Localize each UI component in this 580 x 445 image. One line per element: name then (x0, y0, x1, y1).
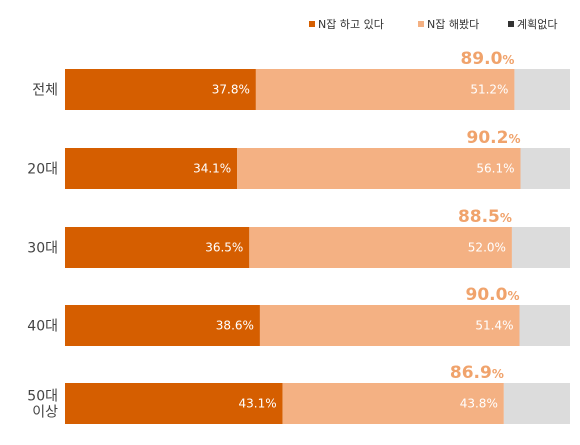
data-label: 37.8% (212, 83, 250, 97)
bar-segment (282, 383, 504, 424)
data-label: 52.0% (468, 241, 506, 255)
data-label: 43.8% (460, 397, 498, 411)
bar-segment (259, 305, 520, 346)
bar-segment (249, 227, 512, 268)
bar-segment (520, 148, 570, 189)
legend-swatch (508, 21, 514, 27)
legend-label: 계획없다 (517, 18, 557, 31)
legend-label: N잡 하고 있다 (318, 17, 384, 31)
bar-segment (65, 69, 256, 110)
legend-swatch (309, 21, 315, 27)
bar-segment (519, 305, 570, 346)
bar-segment (514, 69, 570, 110)
total-label: 90.0% (466, 285, 520, 305)
category-label: 전체 (32, 83, 58, 99)
data-label: 43.1% (239, 397, 277, 411)
category-label: 50대 (27, 389, 58, 405)
data-label: 51.4% (475, 319, 513, 333)
category-label: 30대 (27, 241, 58, 257)
bar-segment (511, 227, 570, 268)
bar-segment (65, 148, 238, 189)
data-label: 38.6% (216, 319, 254, 333)
category-label: 40대 (27, 319, 58, 335)
total-label: 89.0% (460, 49, 514, 69)
total-label: 88.5% (458, 207, 512, 227)
bar-segment (237, 148, 521, 189)
category-label: 이상 (32, 405, 58, 421)
bar-segment (65, 383, 283, 424)
legend-swatch (418, 21, 424, 27)
bar-segment (503, 383, 570, 424)
data-label: 51.2% (470, 83, 508, 97)
data-label: 34.1% (193, 162, 231, 176)
bar-segment (65, 227, 250, 268)
category-label: 20대 (27, 162, 58, 178)
data-label: 56.1% (476, 162, 514, 176)
total-label: 86.9% (450, 363, 504, 383)
legend-label: N잡 해봤다 (427, 17, 479, 31)
data-label: 36.5% (205, 241, 243, 255)
bar-segment (65, 305, 260, 346)
legend: N잡 하고 있다 N잡 해봤다 계획없다 (309, 17, 557, 31)
bar-segment (255, 69, 515, 110)
bars: 전체 37.8% 51.2% 89.0% 20대 34.1% 56.1% 90.2% 30대 36… (27, 49, 570, 424)
total-label: 90.2% (467, 128, 521, 148)
